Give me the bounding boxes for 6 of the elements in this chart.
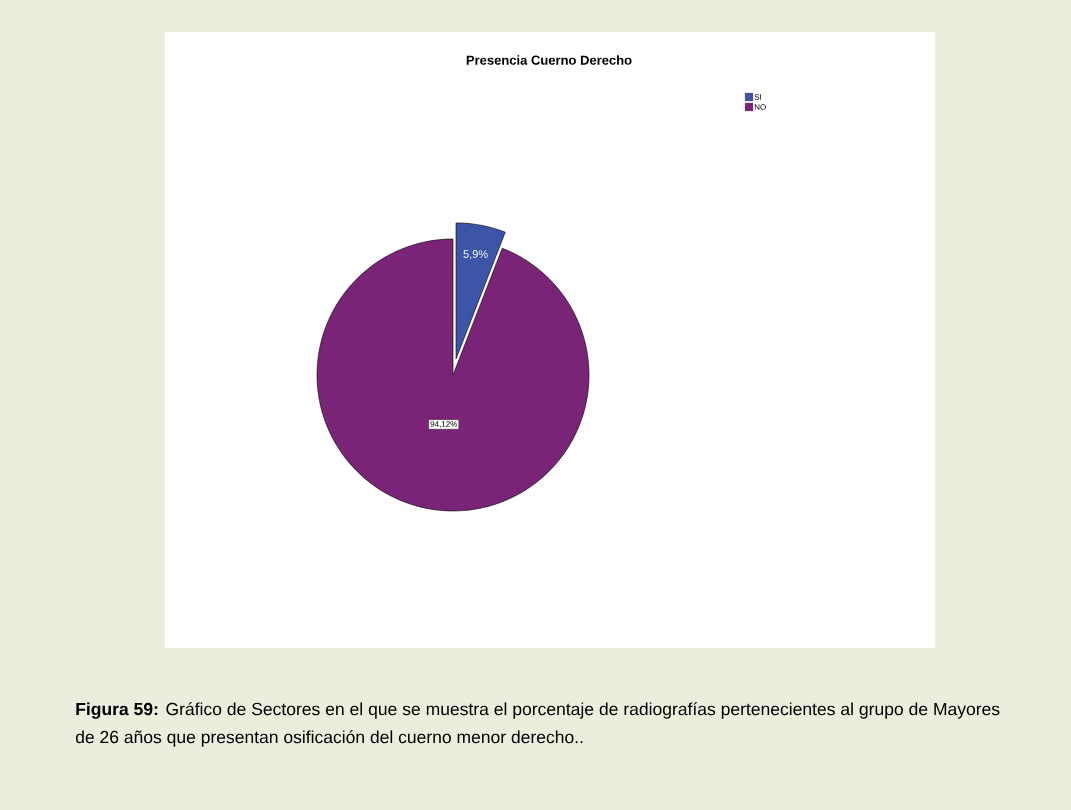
chart-title: Presencia Cuerno Derecho	[466, 55, 632, 65]
text: Figura 59: Gráfico de Sectores en el que se muestra el porcentaje de radiografías pertenecientes al grupo de Mayores de 26 años que presentan osificación del cuerno menor derecho..	[75, 702, 1000, 747]
legend-label: NO	[754, 104, 766, 110]
legend-label: SI	[754, 94, 762, 100]
data-label: 5,9%	[463, 250, 488, 260]
data-label: 94,12%	[430, 421, 458, 428]
